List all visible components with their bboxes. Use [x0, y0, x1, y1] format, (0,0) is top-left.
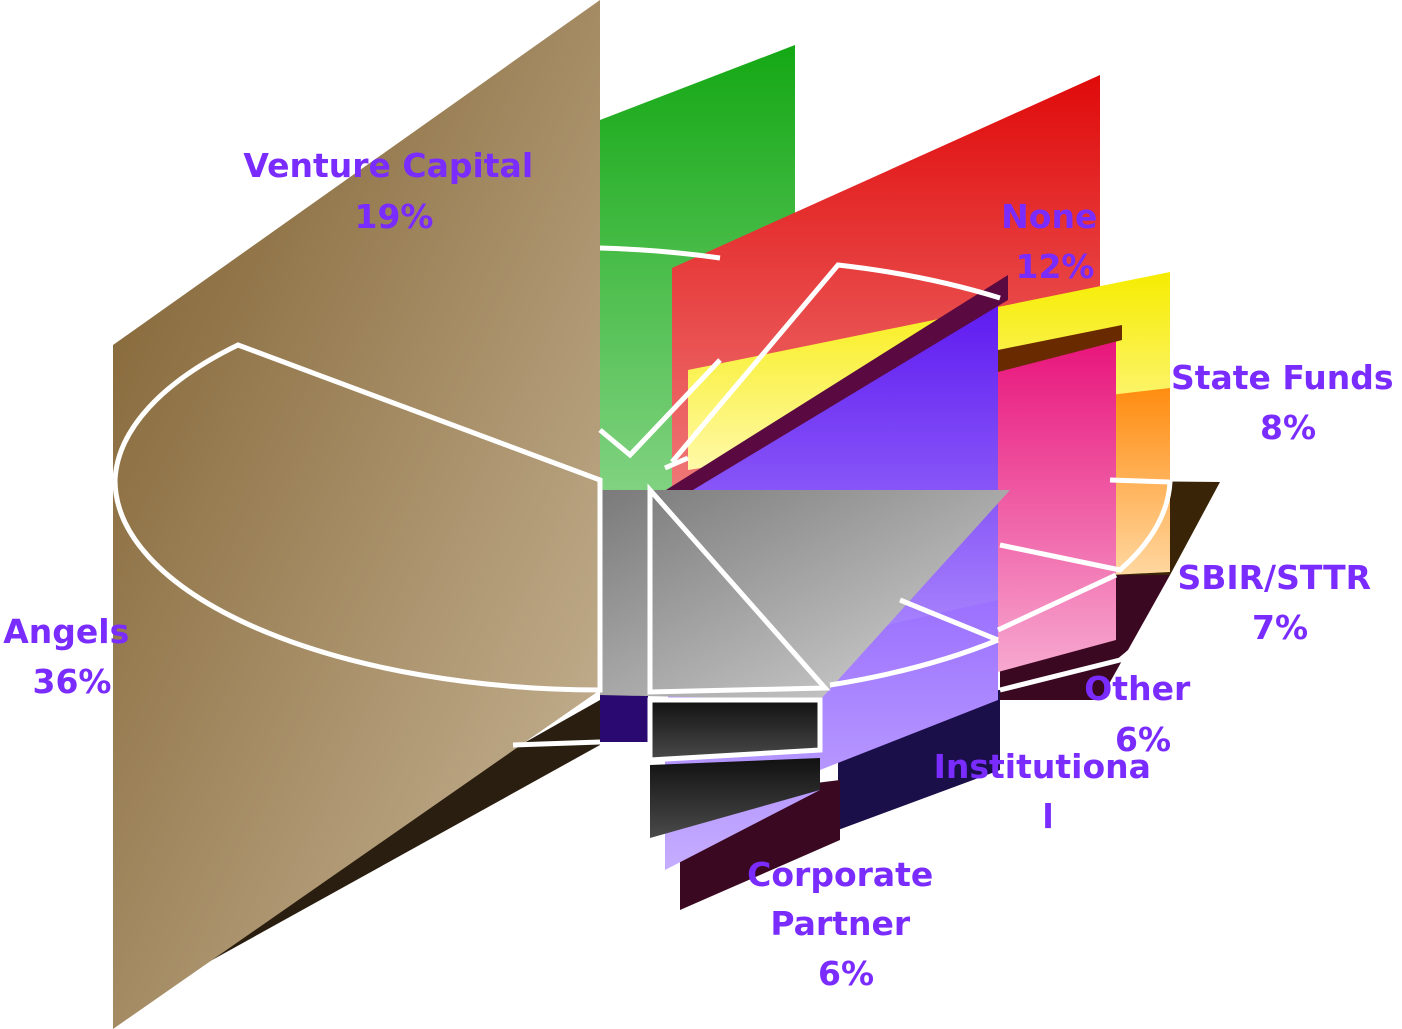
label-state-funds-pct: 8%	[1260, 408, 1316, 447]
pie-outline-inst	[829, 597, 999, 688]
pie-outline-grey-side	[647, 697, 823, 763]
slice-angels-base	[600, 690, 648, 742]
label-none-name: None	[1001, 197, 1097, 236]
slice-grey-front	[650, 700, 820, 760]
pie-outline-other	[996, 572, 1173, 693]
label-state-funds: State Funds 8%	[1171, 358, 1402, 447]
pie-outline-vc	[599, 245, 721, 261]
pie-outline-vc-inner	[598, 358, 722, 459]
label-other: Other 6%	[1084, 669, 1201, 759]
label-none: None 12%	[1001, 197, 1109, 286]
label-other-name: Other	[1084, 669, 1191, 708]
label-institutional-line2: l	[1042, 797, 1053, 836]
label-sbir-sttr: SBIR/STTR 7%	[1177, 558, 1382, 647]
label-angels-name: Angels	[3, 612, 129, 651]
label-institutional-line1: Institutiona	[934, 747, 1151, 786]
label-corporate-partner: Corporate Partner 6%	[747, 855, 945, 993]
pie-outline-grey	[647, 483, 831, 695]
pie-outline-right	[999, 477, 1173, 573]
slice-angels	[113, 0, 600, 1029]
slice-grey	[600, 490, 1010, 700]
slice-institutional-edge	[658, 275, 1008, 505]
label-venture-capital: Venture Capital 19%	[243, 146, 544, 236]
slice-grey-lower	[650, 758, 820, 838]
label-institutional: Institutiona l	[934, 747, 1163, 836]
label-angels: Angels 36%	[3, 612, 141, 701]
pie-outline-angels	[112, 342, 603, 693]
label-angels-pct: 36%	[33, 662, 112, 701]
label-corporate-partner-pct: 6%	[818, 954, 874, 993]
label-corporate-partner-line2: Partner	[770, 904, 910, 943]
label-venture-capital-pct: 19%	[355, 197, 434, 236]
pie-outline-base	[512, 455, 689, 748]
label-sbir-sttr-pct: 7%	[1252, 608, 1308, 647]
label-corporate-partner-line1: Corporate	[747, 855, 933, 894]
label-none-pct: 12%	[1016, 247, 1095, 286]
label-other-pct: 6%	[1115, 720, 1171, 759]
pie-outline-none	[670, 262, 1001, 464]
label-sbir-sttr-name: SBIR/STTR	[1177, 558, 1371, 597]
slice-other-edge	[998, 325, 1122, 372]
label-venture-capital-name: Venture Capital	[243, 146, 533, 185]
label-state-funds-name: State Funds	[1171, 358, 1394, 397]
